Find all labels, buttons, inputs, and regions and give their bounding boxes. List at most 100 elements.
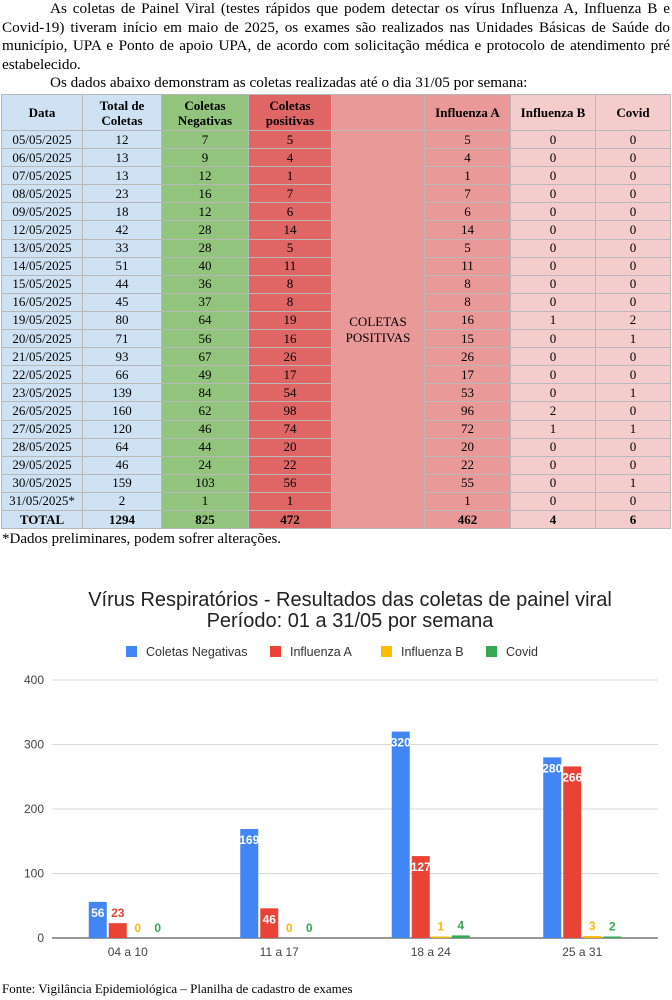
cell-influenza-a: 16 — [424, 310, 511, 331]
cell-influenza-b: 0 — [510, 383, 596, 403]
preliminary-note: *Dados preliminares, podem sofrer altera… — [2, 531, 282, 547]
data-label: 56 — [91, 906, 105, 920]
data-label: 46 — [263, 912, 277, 926]
cell-positive: 54 — [248, 383, 332, 403]
cell-negative: 1 — [161, 491, 249, 511]
cell-influenza-a: 11 — [424, 256, 511, 276]
cell-influenza-a: 14 — [424, 220, 511, 240]
cell-total: 71 — [82, 329, 162, 349]
bar — [563, 766, 582, 938]
bar — [108, 923, 127, 938]
data-label: 266 — [562, 770, 582, 784]
table-body: 05/05/2025 12 7 5 COLETAS POSITIVAS 5 0 0 06/05/… — [1, 129, 671, 530]
cell-influenza-a: 8 — [424, 292, 511, 312]
cell-covid: 0 — [595, 292, 671, 312]
data-label: 0 — [306, 921, 313, 935]
cell-negative: 12 — [161, 166, 249, 186]
cell-influenza-b: 2 — [510, 401, 596, 421]
cell-total: 13 — [82, 166, 162, 186]
data-label: 127 — [411, 860, 431, 874]
header-date: Data — [1, 94, 83, 131]
cell-influenza-b: 0 — [510, 148, 596, 168]
cell-influenza-b: 0 — [510, 184, 596, 204]
cell-influenza-a: 17 — [424, 365, 511, 385]
data-label: 3 — [589, 919, 596, 933]
total-count: 1294 — [82, 509, 162, 530]
bar — [240, 828, 259, 938]
cell-date: 15/05/2025 — [1, 274, 83, 294]
total-covid: 6 — [595, 509, 671, 530]
cell-influenza-b: 0 — [510, 347, 596, 367]
chart-title: Vírus Respiratórios - Resultados das col… — [88, 589, 612, 611]
cell-influenza-a: 1 — [424, 491, 511, 511]
y-tick-label: 200 — [24, 802, 44, 816]
cell-negative: 44 — [161, 437, 249, 457]
header-total: Total de Coletas — [82, 94, 162, 131]
cell-total: 13 — [82, 148, 162, 168]
cell-influenza-b: 1 — [510, 310, 596, 331]
header-positive: Coletas positivas — [248, 94, 332, 131]
cell-positive: 14 — [248, 220, 332, 240]
cell-negative: 36 — [161, 274, 249, 294]
bar — [411, 856, 430, 938]
cell-date: 08/05/2025 — [1, 184, 83, 204]
cell-total: 160 — [82, 401, 162, 421]
cell-influenza-b: 0 — [510, 256, 596, 276]
cell-influenza-b: 0 — [510, 129, 596, 150]
cell-influenza-b: 0 — [510, 220, 596, 240]
merged-positive-label: COLETAS POSITIVAS — [331, 129, 425, 530]
legend-swatch — [270, 646, 281, 657]
cell-influenza-b: 0 — [510, 166, 596, 186]
table-row: 06/05/2025 13 9 4 4 0 0 — [1, 148, 671, 168]
bar — [260, 908, 279, 938]
cell-positive: 11 — [248, 256, 332, 276]
table-row: 27/05/2025 120 46 74 72 1 1 — [1, 419, 671, 439]
cell-date: 23/05/2025 — [1, 383, 83, 403]
cell-covid: 0 — [595, 347, 671, 367]
cell-positive: 16 — [248, 329, 332, 349]
data-label: 23 — [111, 906, 125, 920]
header-covid: Covid — [595, 94, 671, 131]
x-tick-label: 18 a 24 — [411, 945, 451, 959]
cell-covid: 0 — [595, 437, 671, 457]
cell-total: 64 — [82, 437, 162, 457]
total-label: TOTAL — [1, 509, 83, 530]
data-label: 0 — [134, 921, 141, 935]
legend-label: Influenza B — [401, 645, 464, 659]
cell-influenza-b: 0 — [510, 238, 596, 258]
cell-covid: 0 — [595, 148, 671, 168]
table-row: 31/05/2025* 2 1 1 1 0 0 — [1, 491, 671, 511]
cell-negative: 64 — [161, 310, 249, 331]
cell-negative: 49 — [161, 365, 249, 385]
cell-positive: 7 — [248, 184, 332, 204]
table-row: 08/05/2025 23 16 7 7 0 0 — [1, 184, 671, 204]
cell-positive: 26 — [248, 347, 332, 367]
table-row: 07/05/2025 13 12 1 1 0 0 — [1, 166, 671, 186]
cell-total: 33 — [82, 238, 162, 258]
cell-positive: 6 — [248, 202, 332, 222]
data-label: 0 — [154, 921, 161, 935]
x-tick-label: 25 a 31 — [562, 945, 602, 959]
bar — [88, 901, 107, 938]
cell-total: 18 — [82, 202, 162, 222]
data-label: 4 — [457, 918, 464, 932]
cell-influenza-a: 72 — [424, 419, 511, 439]
cell-influenza-a: 20 — [424, 437, 511, 457]
cell-negative: 7 — [161, 129, 249, 150]
cell-date: 07/05/2025 — [1, 166, 83, 186]
cell-covid: 0 — [595, 455, 671, 475]
intro-text: As coletas de Painel Viral (testes rápid… — [2, 0, 670, 93]
cell-date: 14/05/2025 — [1, 256, 83, 276]
cell-negative: 16 — [161, 184, 249, 204]
cell-total: 45 — [82, 292, 162, 312]
cell-positive: 56 — [248, 473, 332, 493]
data-label: 1 — [437, 920, 444, 934]
cell-covid: 1 — [595, 329, 671, 349]
cell-influenza-b: 0 — [510, 437, 596, 457]
cell-negative: 62 — [161, 401, 249, 421]
cell-influenza-b: 0 — [510, 274, 596, 294]
cell-influenza-b: 0 — [510, 455, 596, 475]
cell-date: 21/05/2025 — [1, 347, 83, 367]
data-label: 280 — [542, 761, 562, 775]
cell-positive: 8 — [248, 274, 332, 294]
